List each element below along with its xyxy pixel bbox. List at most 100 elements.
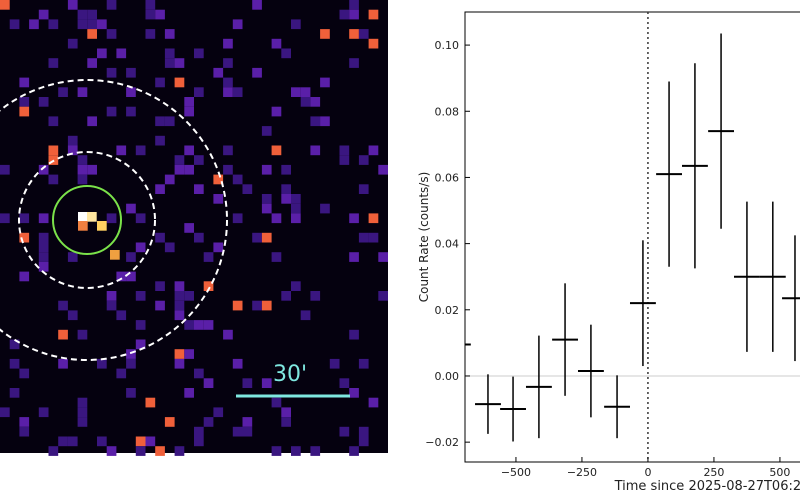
image-pixel	[19, 97, 30, 107]
image-pixel	[135, 242, 146, 253]
image-pixel	[67, 436, 78, 447]
image-pixel	[97, 221, 107, 231]
image-pixel	[194, 87, 204, 97]
image-pixel	[281, 48, 291, 59]
image-pixel	[291, 213, 301, 224]
image-pixel	[184, 145, 194, 156]
image-pixel	[310, 116, 321, 127]
image-pixel	[349, 213, 359, 224]
x-tick-label: −250	[567, 466, 597, 479]
image-pixel	[291, 87, 301, 97]
source-region	[52, 185, 122, 255]
image-pixel	[213, 174, 224, 185]
background-annulus-outer	[0, 79, 228, 361]
image-pixel	[164, 58, 175, 68]
image-pixel	[281, 417, 291, 427]
x-tick-label: 250	[703, 466, 724, 479]
image-pixel	[48, 174, 59, 185]
x-tick-label: 0	[644, 466, 651, 479]
image-pixel	[349, 252, 359, 262]
image-pixel	[261, 232, 272, 243]
image-pixel	[48, 116, 59, 127]
image-pixel	[0, 0, 10, 10]
image-pixel	[223, 164, 233, 175]
image-pixel	[67, 310, 78, 321]
image-pixel	[58, 300, 68, 311]
image-pixel	[271, 397, 282, 408]
image-pixel	[174, 358, 185, 369]
image-pixel	[358, 29, 369, 39]
image-pixel	[281, 194, 291, 204]
image-pixel	[155, 446, 165, 456]
image-pixel	[174, 446, 185, 456]
image-pixel	[184, 106, 194, 117]
image-pixel	[135, 213, 146, 224]
sky-image	[0, 0, 388, 456]
image-pixel	[281, 184, 291, 194]
image-pixel	[368, 397, 379, 408]
image-pixel	[164, 29, 175, 39]
image-pixel	[145, 29, 156, 39]
image-pixel	[291, 281, 301, 291]
image-pixel	[194, 184, 204, 194]
image-pixel	[116, 368, 127, 379]
image-pixel	[378, 291, 388, 301]
image-pixel	[38, 164, 49, 175]
image-pixel	[67, 145, 78, 156]
image-pixel	[19, 417, 30, 427]
image-pixel	[339, 426, 350, 437]
image-pixel	[194, 368, 204, 379]
image-pixel	[194, 436, 204, 447]
image-pixel	[155, 300, 165, 311]
image-pixel	[261, 203, 272, 214]
image-pixel	[58, 436, 68, 447]
image-pixel	[349, 9, 359, 20]
image-pixel	[48, 19, 59, 30]
image-pixel	[349, 446, 359, 456]
image-pixel	[339, 155, 350, 165]
image-pixel	[77, 174, 88, 185]
image-pixel	[174, 310, 185, 321]
image-pixel	[291, 19, 301, 30]
image-pixel	[194, 48, 204, 59]
image-pixel	[203, 252, 214, 262]
image-pixel	[135, 446, 146, 456]
image-pixel	[232, 358, 243, 369]
image-pixel	[9, 339, 20, 350]
image-pixel	[97, 436, 107, 447]
image-pixel	[223, 329, 233, 340]
image-pixel	[29, 19, 39, 30]
image-pixel	[281, 407, 291, 418]
image-pixel	[203, 378, 214, 388]
image-pixel	[155, 281, 165, 291]
image-pixel	[116, 48, 127, 59]
image-pixel	[368, 145, 379, 156]
image-pixel	[126, 349, 136, 359]
x-axis-label: Time since 2025-08-27T06:23	[614, 479, 800, 494]
image-pixel	[271, 213, 282, 224]
image-pixel	[48, 446, 59, 456]
image-pixel	[38, 9, 49, 20]
image-pixel	[184, 223, 194, 233]
image-pixel	[106, 0, 117, 10]
image-pixel	[145, 397, 156, 408]
image-pixel	[97, 358, 107, 369]
image-pixel	[58, 329, 68, 340]
image-pixel	[339, 9, 350, 20]
image-pixel	[155, 135, 165, 146]
image-pixel	[19, 232, 30, 243]
image-pixel	[164, 48, 175, 59]
image-pixel	[271, 446, 282, 456]
image-pixel	[261, 194, 272, 204]
image-pixel	[194, 426, 204, 437]
image-pixel	[184, 320, 194, 330]
image-pixel	[97, 19, 107, 30]
image-pixel	[213, 67, 224, 78]
image-pixel	[19, 106, 30, 117]
image-pixel	[242, 417, 253, 427]
image-pixel	[310, 446, 321, 456]
image-pixel	[213, 407, 224, 418]
image-overlay: 30'	[0, 79, 350, 398]
image-pixel	[77, 87, 88, 97]
